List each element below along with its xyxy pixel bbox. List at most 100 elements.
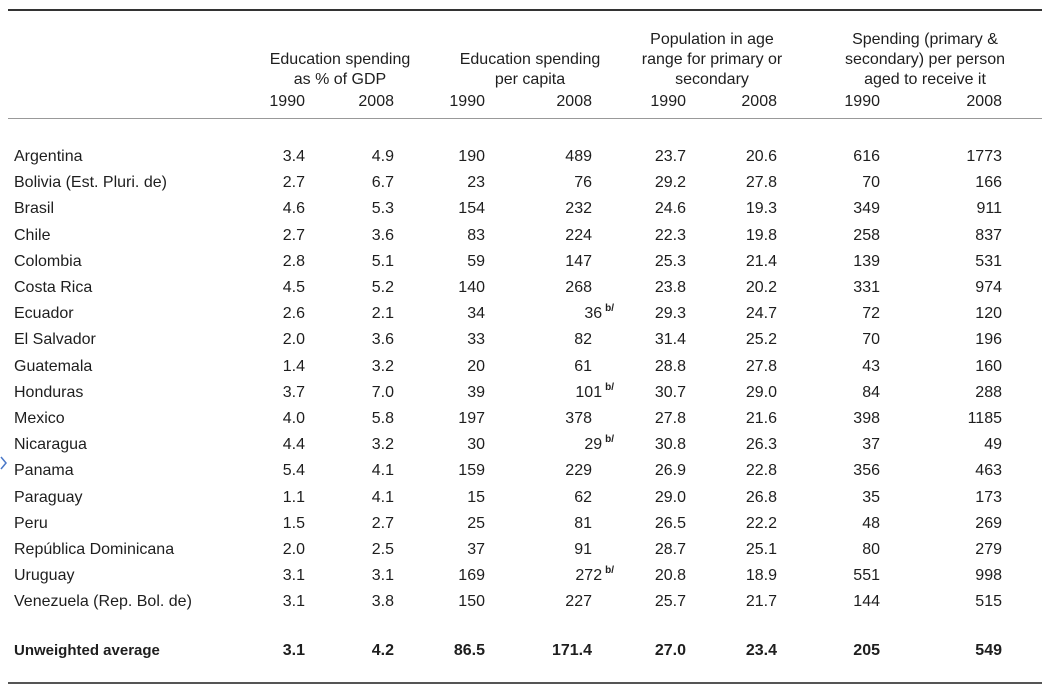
cell: 378 bbox=[565, 410, 592, 427]
cell-value: 101 bbox=[575, 383, 603, 401]
cell: 22.3 bbox=[654, 226, 686, 244]
group-header: aged to receive it bbox=[864, 71, 986, 88]
cell: 20.8 bbox=[654, 567, 686, 585]
cell: 20.6 bbox=[745, 148, 777, 165]
row-label: Honduras bbox=[14, 383, 84, 401]
row-label: Mexico bbox=[14, 410, 65, 427]
row-label: Chile bbox=[14, 226, 51, 244]
cell: 3.2 bbox=[371, 357, 394, 375]
row-label: Guatemala bbox=[14, 357, 93, 375]
cell: 2.7 bbox=[282, 174, 305, 192]
footnote-mark: b/ bbox=[605, 565, 614, 577]
cell: 120 bbox=[975, 305, 1002, 323]
cell: 2.1 bbox=[371, 305, 394, 323]
cell: 5.3 bbox=[371, 200, 394, 218]
cell: 21.7 bbox=[745, 593, 777, 611]
cell: 27.8 bbox=[654, 410, 686, 427]
cell: 3.1 bbox=[371, 567, 394, 585]
cell: 84 bbox=[862, 383, 880, 401]
cell: 268 bbox=[565, 279, 592, 296]
cell: 3.1 bbox=[282, 642, 305, 659]
cell: 279 bbox=[975, 541, 1002, 558]
row-label: Paraguay bbox=[14, 488, 83, 506]
cell: 22.8 bbox=[745, 462, 777, 480]
cell: 5.2 bbox=[371, 279, 394, 296]
cell: 196 bbox=[975, 331, 1002, 349]
cell: 3.1 bbox=[282, 567, 305, 585]
cell: 27.8 bbox=[745, 174, 777, 192]
cell: 5.1 bbox=[371, 252, 394, 270]
year-header: 1990 bbox=[449, 93, 485, 110]
cell: 171.4 bbox=[551, 642, 592, 659]
cell: 139 bbox=[853, 252, 880, 270]
cell: 39 bbox=[467, 383, 485, 401]
cell: 76 bbox=[574, 174, 592, 192]
cell: 3.6 bbox=[371, 331, 394, 349]
cell: 5.4 bbox=[282, 462, 305, 480]
cell: 91 bbox=[574, 541, 592, 558]
cell: 25.2 bbox=[745, 331, 777, 349]
cell: 549 bbox=[975, 642, 1002, 659]
cell: 22.2 bbox=[745, 514, 777, 532]
cell: 24.7 bbox=[745, 305, 777, 323]
cell: 2.0 bbox=[282, 331, 305, 349]
row-label: Uruguay bbox=[14, 567, 75, 585]
cell: 21.4 bbox=[745, 252, 777, 270]
cell-value: 272 bbox=[575, 567, 603, 585]
cell: 190 bbox=[458, 148, 485, 165]
cell: 80 bbox=[862, 541, 880, 558]
group-header: Population in age bbox=[650, 31, 774, 48]
cell: 70 bbox=[862, 174, 880, 192]
cell: 150 bbox=[458, 593, 485, 611]
cell: 23 bbox=[467, 174, 485, 192]
cell: 269 bbox=[975, 514, 1002, 532]
cell: 2.8 bbox=[282, 252, 305, 270]
cell: 205 bbox=[853, 642, 880, 659]
row-label: Brasil bbox=[14, 200, 55, 218]
cell: 70 bbox=[862, 331, 880, 349]
cell: 15 bbox=[467, 488, 485, 506]
cell: 3.2 bbox=[371, 436, 394, 454]
cell: 2.7 bbox=[282, 226, 305, 244]
cell: 28.7 bbox=[654, 541, 686, 558]
cell: 4.2 bbox=[371, 642, 394, 659]
cell: 48 bbox=[862, 514, 880, 532]
cell: 998 bbox=[975, 567, 1002, 585]
year-header: 2008 bbox=[741, 93, 777, 110]
cell: 159 bbox=[458, 462, 485, 480]
cell: 101 b/ bbox=[492, 382, 614, 405]
cell: 4.0 bbox=[282, 410, 305, 427]
cell: 20.2 bbox=[745, 279, 777, 296]
cell: 1.1 bbox=[282, 488, 305, 506]
cell: 2.5 bbox=[371, 541, 394, 558]
cell: 81 bbox=[574, 514, 592, 532]
cell: 911 bbox=[976, 200, 1002, 218]
bottom-rule bbox=[8, 682, 1042, 684]
row-label: Bolivia (Est. Pluri. de) bbox=[14, 174, 167, 192]
year-header: 1990 bbox=[844, 93, 880, 110]
cell: 83 bbox=[467, 226, 485, 244]
row-label: Unweighted average bbox=[14, 642, 160, 659]
cell: 1773 bbox=[966, 148, 1002, 165]
cell: 33 bbox=[467, 331, 485, 349]
cell: 31.4 bbox=[654, 331, 686, 349]
cell: 1.4 bbox=[282, 357, 305, 375]
cell: 25.7 bbox=[654, 593, 686, 611]
cell-value: 29 bbox=[584, 436, 603, 454]
cell: 59 bbox=[467, 252, 485, 270]
cell: 25.3 bbox=[654, 252, 686, 270]
cell: 20 bbox=[467, 357, 485, 375]
cell: 62 bbox=[574, 488, 592, 506]
cell: 531 bbox=[975, 252, 1002, 270]
cell: 26.8 bbox=[745, 488, 777, 506]
cell: 147 bbox=[565, 252, 592, 270]
group-header: Education spending bbox=[269, 51, 411, 68]
cell: 515 bbox=[975, 593, 1002, 611]
cell: 398 bbox=[853, 410, 880, 427]
group-header: Spending (primary & bbox=[852, 31, 998, 48]
cell: 49 bbox=[984, 436, 1002, 454]
row-label: Peru bbox=[14, 514, 48, 532]
cell: 258 bbox=[853, 226, 880, 244]
cell: 551 bbox=[853, 567, 880, 585]
cell: 4.9 bbox=[371, 148, 394, 165]
